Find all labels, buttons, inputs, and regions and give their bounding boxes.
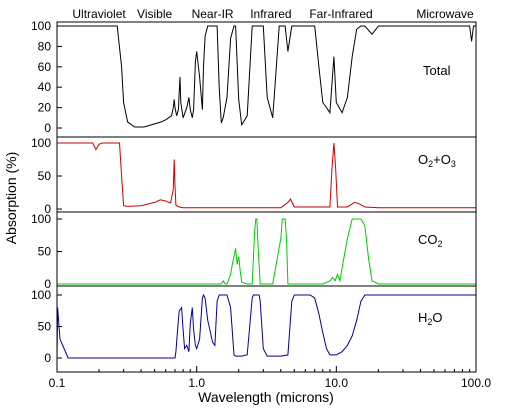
x-axis: 0.1 1.0 10.0 100.0: [49, 366, 491, 390]
panel-label: Total: [423, 63, 451, 78]
y-tick-label: 0: [44, 202, 51, 216]
band-label: Visible: [137, 7, 172, 21]
x-tick-label: 10.0: [325, 376, 349, 390]
series-line-o2-o3: [57, 142, 476, 209]
y-tick-label: 0: [44, 351, 51, 365]
y-tick-label: 50: [38, 169, 52, 183]
y-tick-label: 80: [38, 39, 52, 53]
panel-label: H2O: [418, 310, 443, 327]
y-tick-label: 0: [44, 277, 51, 291]
y-tick-label: 100: [31, 136, 51, 150]
y-tick-label: 100: [31, 288, 51, 302]
x-tick-label: 1.0: [188, 376, 205, 390]
plot-frame: [56, 21, 477, 373]
y-tick-label: 60: [38, 60, 52, 74]
panel-h2o: 0 50 100 H2O: [31, 285, 476, 365]
spectral-band-labels: Ultraviolet Visible Near-IR Infrared Far-Inf…: [72, 7, 474, 21]
series-line-total: [57, 25, 476, 128]
panel-total: 0 20 40 60 80 100 Total: [31, 19, 476, 135]
x-tick-label: 100.0: [461, 376, 491, 390]
chart-panels: 0 20 40 60 80 100 Total 0 50 100 O2+O3 0 50 100 CO2 0 50…: [31, 19, 476, 365]
y-axis-label: Absorption (%): [3, 152, 19, 245]
y-tick-label: 100: [31, 19, 51, 33]
panel-label: O2+O3: [418, 152, 456, 169]
band-label: Near-IR: [192, 7, 234, 21]
band-label: Ultraviolet: [72, 7, 126, 21]
x-tick-label: 0.1: [49, 376, 66, 390]
y-tick-label: 100: [31, 212, 51, 226]
series-line-h2o: [56, 293, 476, 359]
band-label: Far-Infrared: [309, 7, 372, 21]
band-label: Microwave: [416, 7, 474, 21]
y-tick-label: 0: [44, 121, 51, 135]
y-tick-label: 20: [38, 101, 52, 115]
panel-label: CO2: [418, 232, 443, 249]
y-tick-label: 50: [38, 245, 52, 259]
y-tick-label: 40: [38, 80, 52, 94]
panel-o2-o3: 0 50 100 O2+O3: [31, 136, 476, 216]
y-tick-label: 50: [38, 320, 52, 334]
series-line-co2: [57, 218, 476, 285]
x-axis-label: Wavelength (microns): [198, 389, 334, 405]
band-label: Infrared: [250, 7, 291, 21]
panel-co2: 0 50 100 CO2: [31, 211, 476, 291]
